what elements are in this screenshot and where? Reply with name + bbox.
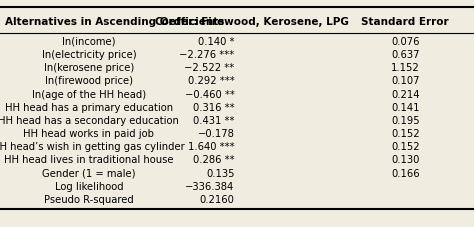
Text: Pseudo R-squared: Pseudo R-squared (44, 195, 134, 205)
Text: Alternatives in Ascending Order: Firewood, Kerosene, LPG: Alternatives in Ascending Order: Firewoo… (5, 17, 348, 27)
Text: −0.178: −0.178 (198, 129, 235, 139)
Text: −336.384: −336.384 (185, 182, 235, 192)
Text: −2.276 ***: −2.276 *** (179, 50, 235, 60)
Text: 0.152: 0.152 (391, 142, 419, 152)
Text: 0.316 **: 0.316 ** (193, 103, 235, 113)
Text: 0.130: 0.130 (391, 155, 419, 165)
Text: −2.522 **: −2.522 ** (184, 63, 235, 73)
Text: ln(kerosene price): ln(kerosene price) (44, 63, 134, 73)
Text: ln(firewood price): ln(firewood price) (45, 76, 133, 86)
Text: 0.637: 0.637 (391, 50, 419, 60)
Text: HH head works in paid job: HH head works in paid job (23, 129, 155, 139)
Text: 0.2160: 0.2160 (200, 195, 235, 205)
Text: HH head has a primary education: HH head has a primary education (5, 103, 173, 113)
Text: 0.195: 0.195 (391, 116, 419, 126)
Text: 0.107: 0.107 (391, 76, 419, 86)
Text: Standard Error: Standard Error (362, 17, 449, 27)
Text: −0.460 **: −0.460 ** (185, 90, 235, 100)
Text: Coefficients: Coefficients (155, 17, 225, 27)
Text: 0.431 **: 0.431 ** (193, 116, 235, 126)
Text: 0.076: 0.076 (391, 37, 419, 47)
Text: 1.640 ***: 1.640 *** (188, 142, 235, 152)
Text: 0.135: 0.135 (206, 169, 235, 179)
Text: 0.166: 0.166 (391, 169, 419, 179)
Text: Gender (1 = male): Gender (1 = male) (42, 169, 136, 179)
Text: 0.292 ***: 0.292 *** (188, 76, 235, 86)
Text: HH head has a secondary education: HH head has a secondary education (0, 116, 179, 126)
Text: ln(electricity price): ln(electricity price) (42, 50, 136, 60)
Text: 0.214: 0.214 (391, 90, 419, 100)
Text: 0.152: 0.152 (391, 129, 419, 139)
Text: 0.141: 0.141 (391, 103, 419, 113)
Text: 1.152: 1.152 (391, 63, 419, 73)
Text: Log likelihood: Log likelihood (55, 182, 123, 192)
Text: ln(income): ln(income) (62, 37, 116, 47)
Text: 0.140 *: 0.140 * (198, 37, 235, 47)
Text: 0.286 **: 0.286 ** (193, 155, 235, 165)
Text: HH head lives in traditional house: HH head lives in traditional house (4, 155, 173, 165)
Text: HH head’s wish in getting gas cylinder: HH head’s wish in getting gas cylinder (0, 142, 185, 152)
Text: ln(age of the HH head): ln(age of the HH head) (32, 90, 146, 100)
